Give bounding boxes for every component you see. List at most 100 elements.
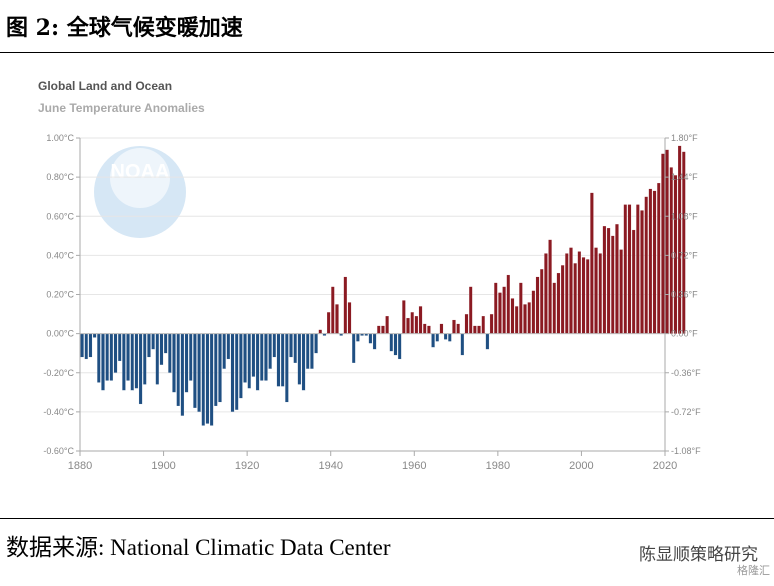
y-tick-label-right: 1.80°F bbox=[671, 133, 698, 143]
bar bbox=[230, 333, 235, 412]
bar bbox=[343, 276, 348, 334]
bar bbox=[456, 323, 460, 334]
bar bbox=[377, 325, 381, 334]
bar bbox=[163, 333, 168, 354]
y-tick-label-left: -0.20°C bbox=[43, 368, 74, 378]
bar bbox=[381, 325, 385, 334]
bar bbox=[498, 292, 502, 334]
bar bbox=[677, 145, 682, 334]
bar bbox=[477, 325, 481, 334]
bar bbox=[80, 333, 84, 358]
y-tick-label-right: 0.36°F bbox=[671, 290, 698, 300]
bar bbox=[314, 333, 318, 354]
bar bbox=[347, 302, 352, 334]
bar bbox=[648, 188, 653, 334]
bar bbox=[351, 333, 356, 364]
bar bbox=[539, 268, 544, 334]
bar bbox=[88, 333, 93, 358]
bar bbox=[276, 333, 281, 387]
x-tick-label: 2000 bbox=[569, 460, 593, 472]
bar bbox=[615, 223, 619, 334]
bar bbox=[406, 317, 410, 334]
chart-title: Global Land and Ocean bbox=[38, 79, 172, 93]
y-tick-label-left: -0.60°C bbox=[43, 446, 74, 456]
y-tick-label-left: 0.20°C bbox=[46, 290, 74, 300]
temperature-anomaly-chart: Global Land and Ocean June Temperature A… bbox=[38, 79, 701, 472]
bar bbox=[172, 333, 176, 393]
bar bbox=[502, 286, 506, 334]
bar bbox=[581, 257, 586, 334]
bar bbox=[372, 333, 377, 350]
bar bbox=[272, 333, 277, 358]
bar bbox=[335, 304, 339, 334]
bar bbox=[627, 204, 632, 334]
bar bbox=[117, 333, 122, 362]
bar bbox=[418, 306, 423, 334]
bar bbox=[251, 333, 256, 377]
bar bbox=[556, 272, 561, 334]
x-tick-label: 1960 bbox=[402, 460, 426, 472]
bar bbox=[514, 306, 519, 334]
bar bbox=[435, 333, 440, 342]
bar bbox=[143, 333, 147, 385]
bar bbox=[552, 282, 557, 334]
bar bbox=[168, 333, 172, 373]
x-tick-label: 1900 bbox=[151, 460, 175, 472]
chart-subtitle: June Temperature Anomalies bbox=[38, 101, 205, 115]
bar bbox=[527, 302, 531, 334]
bar bbox=[577, 251, 582, 334]
bar bbox=[159, 333, 164, 366]
bar bbox=[189, 333, 193, 381]
bar bbox=[448, 333, 452, 342]
bar bbox=[280, 333, 285, 387]
bar bbox=[414, 315, 419, 334]
bar bbox=[656, 182, 661, 334]
bar bbox=[92, 333, 97, 338]
x-tick-label: 2020 bbox=[653, 460, 677, 472]
bar bbox=[247, 333, 251, 389]
bar bbox=[531, 290, 536, 334]
bar bbox=[611, 235, 615, 334]
x-tick-label: 1940 bbox=[318, 460, 342, 472]
bar bbox=[184, 333, 189, 393]
bar bbox=[289, 333, 293, 358]
bar bbox=[130, 333, 134, 391]
bar bbox=[485, 333, 490, 350]
bar bbox=[644, 196, 648, 334]
bar bbox=[427, 325, 431, 334]
bar bbox=[573, 263, 577, 334]
bar bbox=[389, 333, 394, 352]
bar bbox=[682, 151, 686, 334]
bar bbox=[402, 300, 406, 334]
bar bbox=[310, 333, 314, 369]
bar bbox=[464, 313, 469, 334]
bar bbox=[264, 333, 268, 381]
y-tick-label-right: 0.00°F bbox=[671, 329, 698, 339]
bar bbox=[598, 253, 602, 334]
bar bbox=[209, 333, 214, 426]
bar bbox=[105, 333, 109, 381]
bar bbox=[468, 286, 473, 334]
bar bbox=[590, 192, 594, 334]
top-rule bbox=[0, 52, 774, 53]
y-tick-label-right: 0.72°F bbox=[671, 250, 698, 260]
y-tick-label-right: -0.36°F bbox=[671, 368, 701, 378]
bar bbox=[214, 333, 218, 407]
bar bbox=[460, 333, 465, 356]
bar bbox=[113, 333, 118, 373]
bar bbox=[197, 333, 201, 412]
source-note: 数据来源: National Climatic Data Center bbox=[6, 535, 391, 560]
bar bbox=[356, 333, 360, 342]
bar bbox=[652, 190, 657, 334]
bar bbox=[126, 333, 130, 381]
bar bbox=[636, 204, 640, 334]
bar bbox=[205, 333, 210, 424]
bar bbox=[318, 329, 323, 334]
watermark-logo-text: 格隆汇 bbox=[737, 564, 770, 577]
bar bbox=[285, 333, 289, 403]
bar bbox=[431, 333, 435, 348]
bar bbox=[222, 333, 226, 369]
bar bbox=[293, 333, 297, 364]
bar bbox=[297, 333, 302, 385]
bar bbox=[410, 312, 414, 334]
